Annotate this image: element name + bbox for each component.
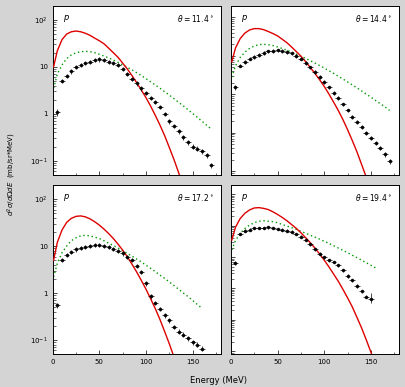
Text: Energy (MeV): Energy (MeV) [190,376,247,385]
Text: p: p [63,192,68,201]
Text: $d^2\sigma/d\Omega dE$  (mb/sr*MeV): $d^2\sigma/d\Omega dE$ (mb/sr*MeV) [6,132,18,216]
Text: $\theta=17.2^\circ$: $\theta=17.2^\circ$ [177,192,214,203]
Text: $\theta=19.4^\circ$: $\theta=19.4^\circ$ [356,192,392,203]
Text: p: p [241,12,246,22]
Text: p: p [241,192,246,201]
Text: p: p [63,12,68,22]
Text: $\theta=14.4^\circ$: $\theta=14.4^\circ$ [356,12,392,24]
Text: $\theta=11.4^\circ$: $\theta=11.4^\circ$ [177,12,214,24]
